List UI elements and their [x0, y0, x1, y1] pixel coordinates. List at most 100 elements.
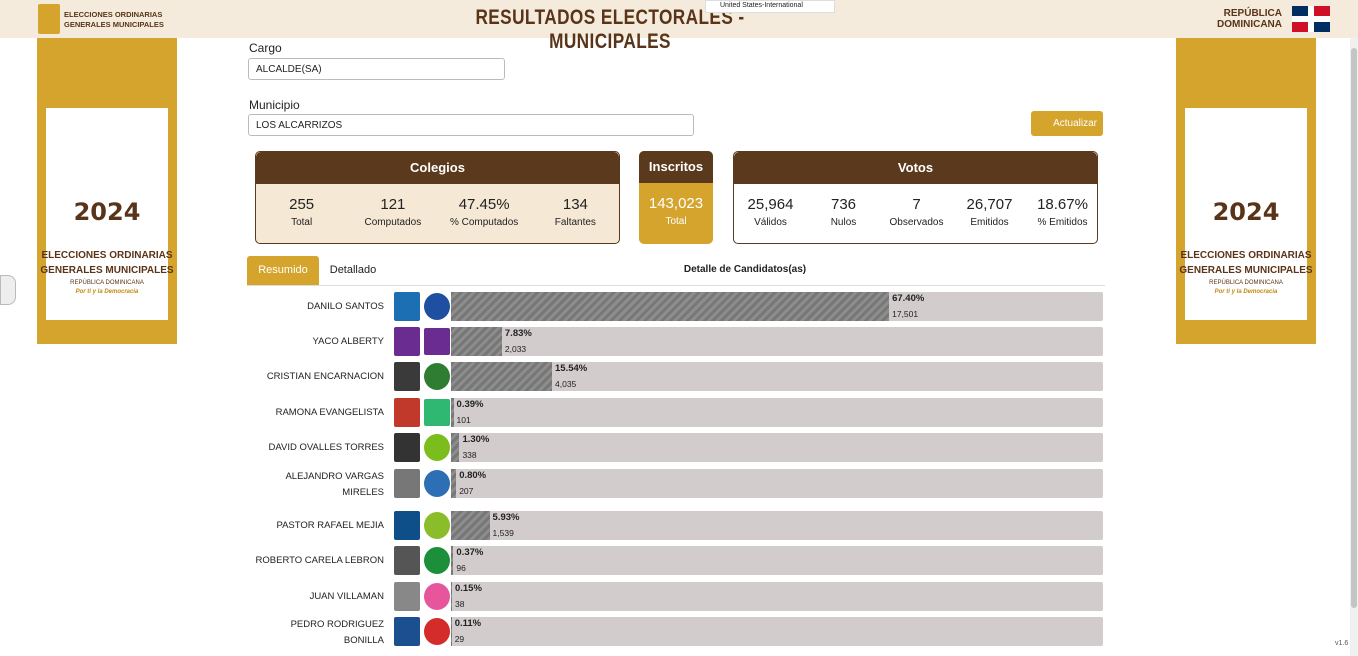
- party-logo: [424, 293, 450, 320]
- vote-bar: [451, 362, 552, 391]
- vote-bar: [451, 617, 452, 646]
- candidate-photo: [394, 469, 420, 498]
- banner-country: REPÚBLICA DOMINICANA: [70, 280, 144, 286]
- stat-value: 736: [830, 196, 857, 213]
- candidate-name: PASTOR RAFAEL MEJIA: [276, 520, 384, 531]
- stat: 134 Faltantes: [530, 196, 620, 228]
- candidate-name: JUAN VILLAMAN: [309, 591, 384, 602]
- header: ELECCIONES ORDINARIAS GENERALES MUNICIPAL…: [0, 0, 1358, 53]
- stat: 25,964 Válidos: [726, 196, 816, 228]
- candidate-name: PEDRO RODRIGUEZ BONILLA: [290, 619, 384, 646]
- banner-slogan: Por ti y la Democracia: [75, 289, 139, 295]
- vote-bar: [451, 327, 502, 356]
- party-logo: [424, 583, 450, 610]
- stat: 18.67% % Emitidos: [1018, 196, 1108, 228]
- flag: [1292, 6, 1330, 32]
- card-header: Colegios: [256, 152, 619, 184]
- scrollbar[interactable]: [1350, 38, 1358, 656]
- bar-track: [451, 617, 1103, 646]
- stat: 143,023 Total: [631, 195, 721, 227]
- vote-bar: [451, 511, 490, 540]
- votos-card: Votos 25,964 Válidos 736 Nulos 7 Observados 26,…: [733, 151, 1098, 244]
- votes-label: 1,539: [492, 528, 514, 538]
- candidate-photo: [394, 292, 420, 321]
- candidate-photo: [394, 362, 420, 391]
- keyboard-indicator[interactable]: United States-International: [705, 0, 835, 13]
- party-logo: [424, 328, 450, 355]
- candidate-photo: [394, 433, 420, 462]
- party-logo: [424, 618, 450, 645]
- side-banner: 2024 ELECCIONES ORDINARIAS GENERALES MUN…: [1176, 38, 1316, 344]
- percent-label: 15.54%: [555, 363, 588, 374]
- candidate-name: YACO ALBERTY: [312, 336, 384, 347]
- detail-title: Detalle de Candidatos(as): [683, 264, 807, 275]
- votes-label: 96: [456, 563, 466, 573]
- stat-label: Computados: [364, 217, 422, 228]
- cargo-label: Cargo: [249, 41, 282, 55]
- stat-label: Total: [291, 217, 313, 228]
- party-logo: [424, 547, 450, 574]
- percent-label: 67.40%: [892, 293, 925, 304]
- percent-label: 0.80%: [459, 470, 487, 481]
- tab-divider: [247, 285, 1105, 286]
- stat-label: Emitidos: [970, 217, 1009, 228]
- vote-bar: [451, 546, 454, 575]
- stat-label: Válidos: [754, 217, 787, 228]
- stat: 736 Nulos: [799, 196, 889, 228]
- candidate-name: ALEJANDRO VARGAS MIRELES: [285, 471, 384, 498]
- municipio-select[interactable]: LOS ALCARRIZOS: [248, 114, 694, 136]
- candidate-name: CRISTIAN ENCARNACION: [266, 371, 384, 382]
- logo-line: ELECCIONES ORDINARIAS: [64, 10, 163, 19]
- candidate-name: DANILO SANTOS: [307, 301, 384, 312]
- candidate-photo: [394, 546, 420, 575]
- banner-line: GENERALES MUNICIPALES: [40, 265, 174, 276]
- candidate-name: DAVID OVALLES TORRES: [268, 442, 384, 453]
- bar-track: [451, 511, 1103, 540]
- tab[interactable]: Resumido: [247, 256, 319, 285]
- party-logo: [424, 470, 450, 497]
- municipio-label: Municipio: [249, 98, 300, 112]
- stat-value: 47.45%: [458, 196, 510, 213]
- country-line: DOMINICANA: [1217, 19, 1282, 30]
- country-name: REPÚBLICA DOMINICANA: [1200, 8, 1282, 30]
- stat-value: 18.67%: [1037, 196, 1088, 213]
- stat-label: Total: [665, 216, 687, 227]
- inscritos-card: Inscritos 143,023 Total: [639, 151, 713, 244]
- stat-label: Observados: [889, 217, 944, 228]
- candidate-photo: [394, 511, 420, 540]
- logo-text: ELECCIONES ORDINARIAS GENERALES MUNICIPAL…: [64, 10, 164, 30]
- votes-label: 338: [462, 450, 477, 460]
- candidate-photo: [394, 582, 420, 611]
- vote-bar: [451, 433, 460, 462]
- vote-bar: [451, 469, 457, 498]
- vote-bar: [451, 398, 454, 427]
- bar-track: [451, 398, 1103, 427]
- party-logo: [424, 363, 450, 390]
- banner-year: 2024: [73, 198, 141, 226]
- country-line: REPÚBLICA: [1223, 8, 1282, 19]
- vote-bar: [451, 582, 452, 611]
- stat-label: % Computados: [449, 217, 519, 228]
- stat: 26,707 Emitidos: [945, 196, 1035, 228]
- stat: 121 Computados: [348, 196, 438, 228]
- votes-label: 4,035: [555, 379, 577, 389]
- candidate-name: RAMONA EVANGELISTA: [275, 407, 384, 418]
- bar-track: [451, 469, 1103, 498]
- side-banner: 2024 ELECCIONES ORDINARIAS GENERALES MUN…: [37, 38, 177, 344]
- candidate-photo: [394, 327, 420, 356]
- percent-label: 5.93%: [492, 512, 520, 523]
- side-handle[interactable]: [0, 275, 16, 305]
- update-button[interactable]: Actualizar: [1031, 111, 1103, 136]
- stat-value: 255: [289, 196, 315, 213]
- bar-track: [451, 433, 1103, 462]
- tab[interactable]: Detallado: [329, 264, 377, 276]
- bar-track: [451, 362, 1103, 391]
- votes-label: 101: [456, 415, 471, 425]
- stat-label: Faltantes: [554, 217, 596, 228]
- party-logo: [424, 399, 450, 426]
- cargo-select[interactable]: ALCALDE(SA): [248, 58, 505, 80]
- bar-track: [451, 582, 1103, 611]
- colegios-card: Colegios 255 Total 121 Computados 47.45% % Com…: [255, 151, 620, 244]
- stat-value: 25,964: [747, 196, 794, 213]
